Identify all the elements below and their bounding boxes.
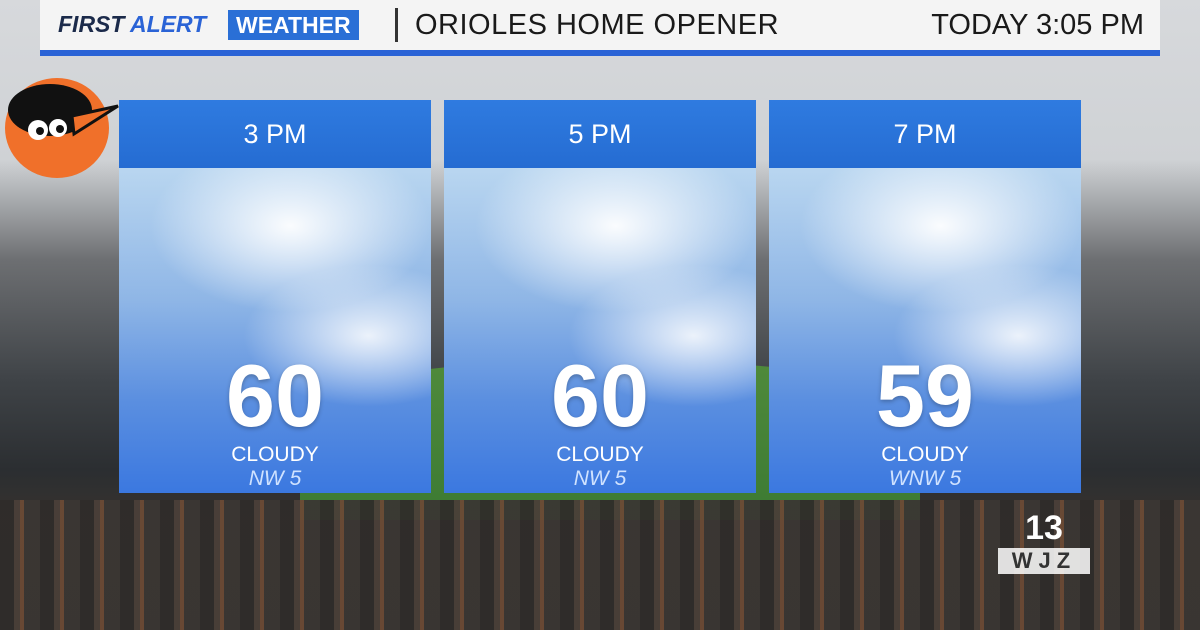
panel-condition: CLOUDY — [556, 443, 644, 466]
call-sign: WJZ — [998, 548, 1090, 574]
panel-temperature: 60 — [226, 346, 324, 445]
panel-temperature: 60 — [551, 346, 649, 445]
panel-wind: WNW 5 — [888, 467, 962, 490]
forecast-panel: 7 PM 59 CLOUDY WNW 5 — [769, 100, 1081, 493]
forecast-panel: 3 PM 60 CLOUDY NW 5 — [119, 100, 431, 493]
panel-time: 3 PM — [119, 100, 431, 168]
panel-wind: NW 5 — [573, 467, 627, 490]
orioles-logo — [5, 78, 119, 178]
header-title: ORIOLES HOME OPENER — [415, 9, 780, 41]
divider — [395, 8, 398, 42]
header-bar: FIRST ALERT WEATHER ORIOLES HOME OPENER … — [40, 0, 1160, 56]
panel-temperature: 59 — [876, 346, 974, 445]
brand: FIRST ALERT — [58, 11, 207, 37]
panel-time: 7 PM — [769, 100, 1081, 168]
brand-badge: WEATHER — [228, 10, 359, 40]
panel-condition: CLOUDY — [231, 443, 319, 466]
panel-wind: NW 5 — [248, 467, 302, 490]
station-logo: 13 WJZ — [998, 510, 1090, 574]
header-time: TODAY 3:05 PM — [931, 9, 1144, 41]
forecast-panel: 5 PM 60 CLOUDY NW 5 — [444, 100, 756, 493]
panel-time: 5 PM — [444, 100, 756, 168]
panel-condition: CLOUDY — [881, 443, 969, 466]
channel: 13 — [1025, 509, 1063, 547]
